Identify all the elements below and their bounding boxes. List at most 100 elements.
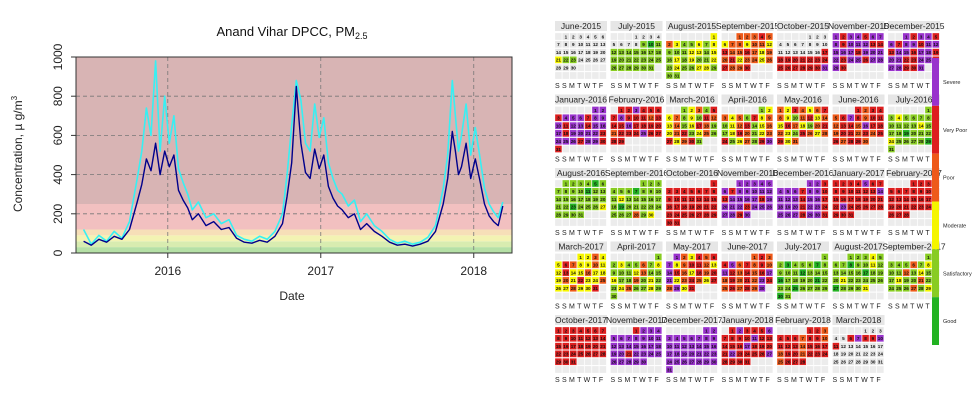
day-number: 5 (613, 336, 616, 341)
day-cell (702, 292, 711, 300)
day-cell (924, 137, 933, 145)
day-cell (839, 365, 847, 374)
legend-swatch-moderate (932, 201, 939, 250)
day-cell (562, 179, 570, 188)
day-number: 29 (641, 213, 647, 218)
day-cell (610, 56, 618, 64)
day-cell (765, 284, 773, 292)
day-cell (625, 71, 633, 80)
timeseries-panel: 0 200 400 600 800 1000 2016 2017 2018 Anand Vih… (10, 24, 513, 303)
day-number: 3 (824, 34, 827, 39)
day-number: 12 (611, 50, 617, 55)
day-number: 9 (816, 42, 819, 47)
day-cell (569, 326, 577, 335)
day-cell (665, 350, 674, 358)
day-cell (728, 48, 736, 56)
day-cell (876, 261, 884, 269)
day-cell (821, 342, 829, 350)
day-number: 26 (593, 58, 599, 63)
day-cell (591, 121, 600, 130)
day-number: 25 (896, 286, 902, 291)
day-cell (750, 365, 759, 374)
day-number: 9 (912, 42, 915, 47)
day-number: 31 (571, 360, 577, 365)
day-number: 2 (842, 181, 845, 186)
day-number: 1 (849, 255, 852, 260)
day-cell (688, 114, 696, 122)
day-cell (721, 326, 729, 335)
day-number: 29 (656, 286, 662, 291)
day-cell (813, 195, 822, 203)
day-number: 6 (872, 34, 875, 39)
day-cell (813, 326, 822, 335)
day-cell (765, 145, 773, 153)
day-cell (765, 64, 773, 72)
day-number: 30 (737, 360, 743, 365)
day-cell (688, 284, 696, 292)
month-header (555, 168, 607, 178)
day-number: 27 (563, 286, 569, 291)
day-cell (591, 203, 600, 211)
day-cell (577, 365, 585, 374)
day-cell (680, 276, 688, 285)
day-cell (902, 32, 910, 41)
day-number: 21 (696, 352, 702, 357)
day-number: 26 (785, 213, 791, 218)
day-cell (654, 211, 662, 219)
day-cell (799, 32, 807, 41)
day-number: 8 (731, 336, 734, 341)
day-cell (799, 195, 807, 203)
day-number: 5 (787, 189, 790, 194)
day-number: 21 (571, 278, 577, 283)
day-cell (610, 129, 618, 138)
day-cell (695, 137, 703, 145)
month-header (666, 94, 718, 105)
day-number: 8 (927, 116, 930, 121)
day-number: 10 (848, 42, 854, 47)
day-cell (702, 276, 711, 285)
day-cell (599, 334, 607, 342)
day-cell (887, 106, 896, 114)
day-cell (910, 106, 918, 114)
day-cell (869, 276, 877, 285)
day-number: 4 (835, 336, 838, 341)
day-cell (647, 203, 655, 211)
day-cell (917, 129, 925, 138)
day-number: 22 (711, 58, 717, 63)
day-number: 15 (926, 123, 932, 128)
day-cell (736, 292, 744, 300)
day-number: 16 (641, 50, 647, 55)
day-cell (639, 261, 648, 269)
weekday-labels: S S M T W T F (666, 230, 714, 237)
day-cell (806, 48, 814, 56)
day-number: 18 (926, 50, 932, 55)
month-header (666, 21, 718, 31)
day-number: 28 (878, 58, 884, 63)
day-number: 11 (578, 336, 583, 341)
y-tick-label: 0 (51, 249, 65, 256)
day-number: 5 (787, 336, 790, 341)
day-cell (765, 203, 773, 211)
x-tick-label: 2017 (307, 264, 334, 278)
day-cell (736, 32, 744, 41)
day-cell (673, 326, 681, 335)
day-cell (654, 114, 662, 122)
month-header (610, 241, 663, 252)
day-cell (654, 56, 662, 64)
day-number: 10 (848, 189, 854, 194)
day-number: 25 (896, 139, 902, 144)
day-cell (710, 32, 718, 41)
day-cell (562, 137, 570, 145)
day-cell (632, 187, 640, 195)
day-cell (776, 350, 785, 358)
day-number: 12 (689, 50, 695, 55)
day-cell (680, 326, 688, 335)
weekday-labels: S S M T W T F (611, 377, 659, 384)
day-number: 19 (634, 278, 640, 283)
day-cell (910, 211, 918, 219)
day-cell (799, 121, 807, 130)
day-number: 10 (648, 336, 654, 341)
day-number: 22 (593, 131, 599, 136)
legend-swatch-poor (932, 153, 939, 202)
day-number: 24 (619, 286, 625, 291)
